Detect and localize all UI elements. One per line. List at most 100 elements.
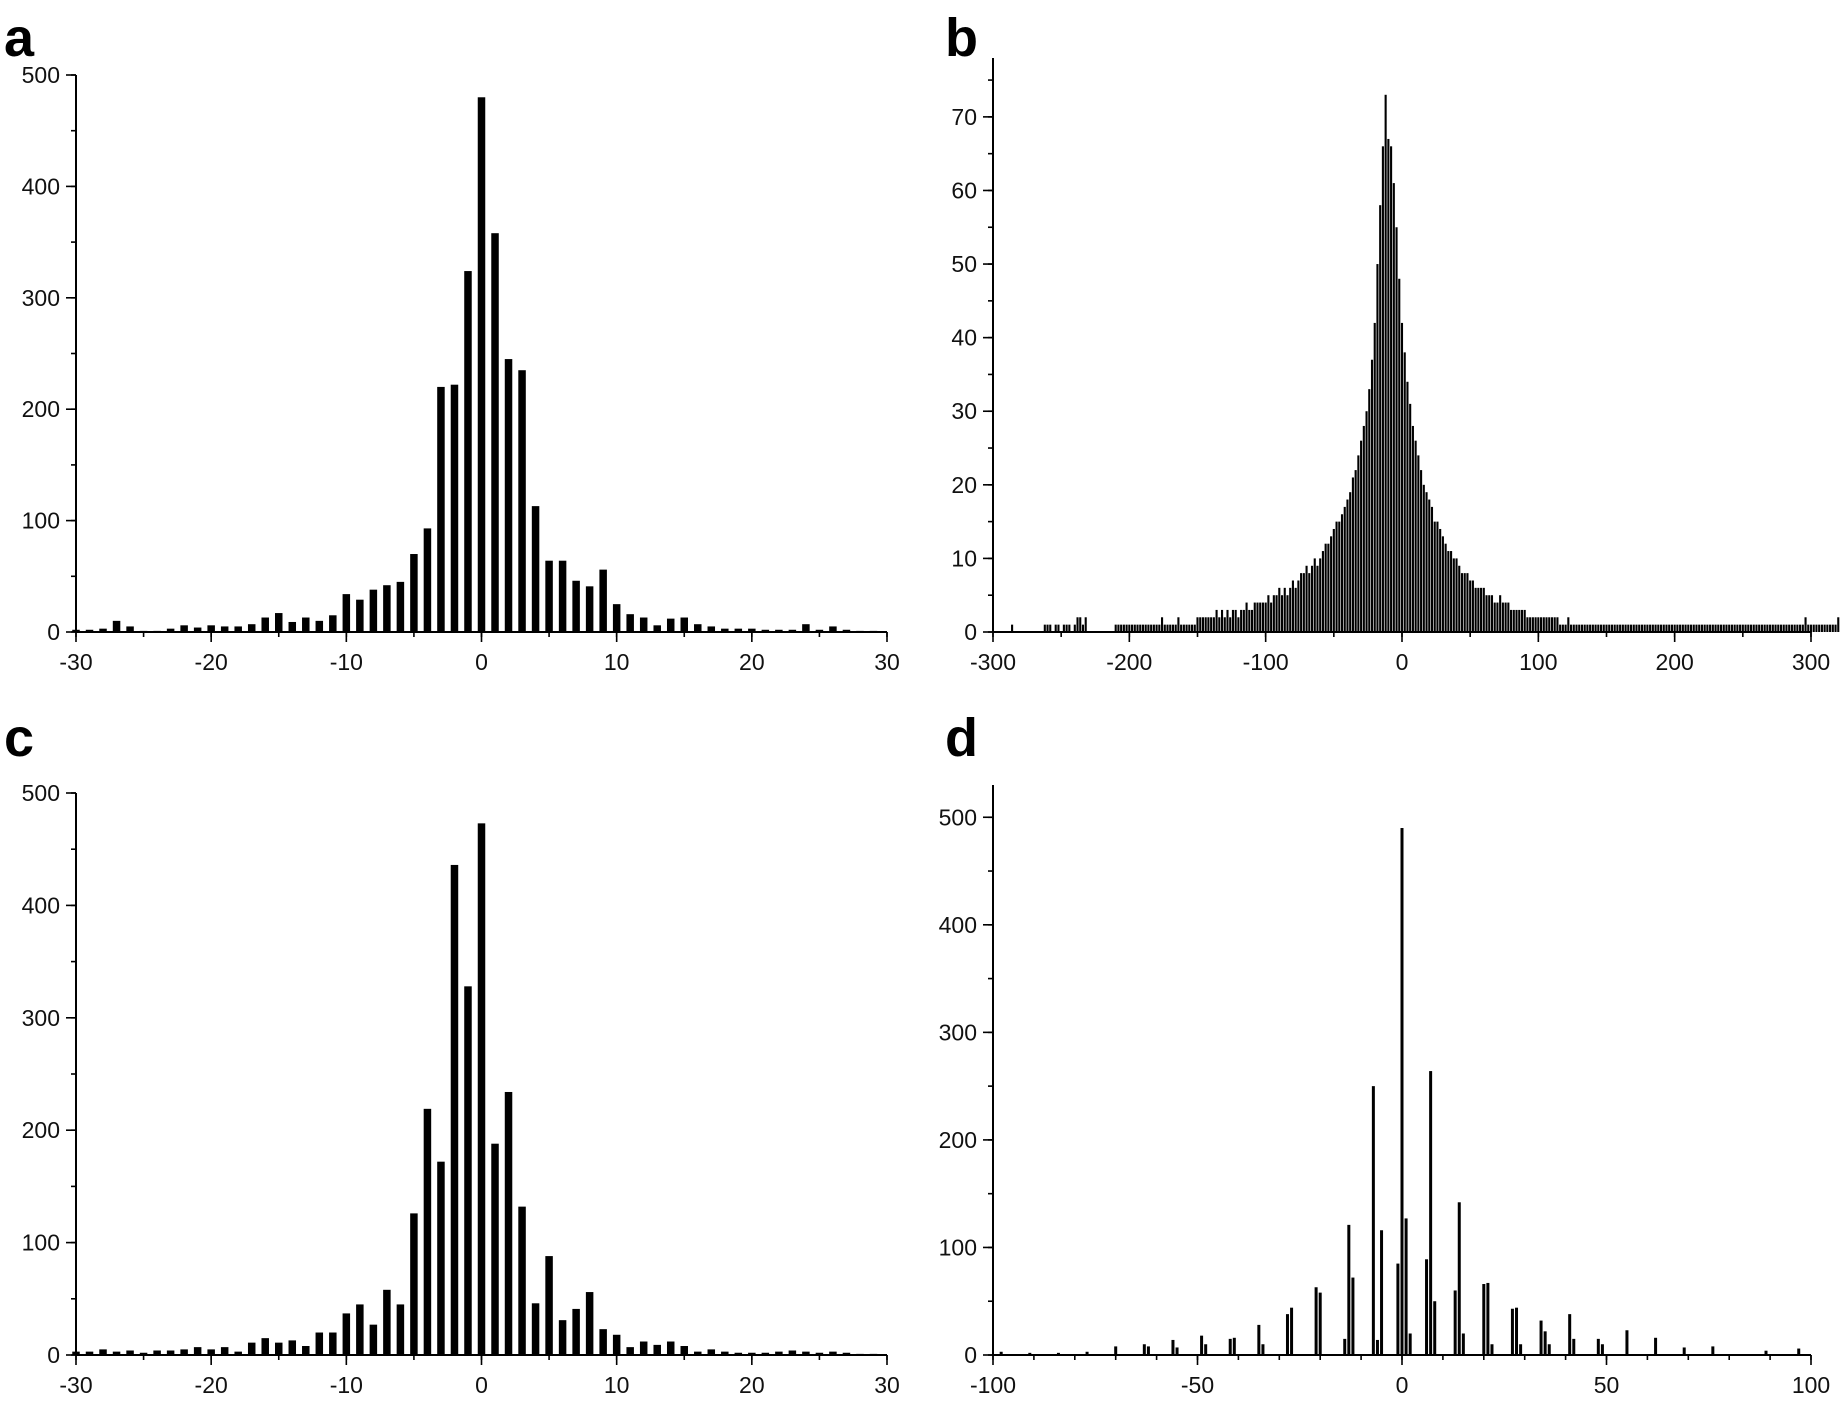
bar [1380,1230,1384,1355]
bar [1739,624,1742,632]
x-tick-label: -100 [1243,649,1289,675]
bar [1537,617,1540,632]
bar [1510,609,1513,632]
bar [1640,624,1643,632]
panel-letter: a [4,8,35,68]
bar [1564,624,1567,632]
bar [1531,617,1534,632]
bar [1411,425,1414,632]
bar [1542,617,1545,632]
bar [1147,624,1150,632]
bar [1556,617,1559,632]
bar [1248,609,1251,632]
bar [1196,617,1199,632]
bar [1548,617,1551,632]
bar [748,628,756,632]
bar [1191,624,1194,632]
bar [1450,551,1453,632]
bar [1466,573,1469,632]
bar [1766,624,1769,632]
bar [1234,609,1237,632]
bar [707,1349,716,1355]
bar [1706,624,1709,632]
bar [180,625,188,632]
bar [1627,624,1630,632]
y-tick-label: 200 [22,1117,60,1143]
y-tick-label: 0 [964,619,977,645]
bar [166,628,175,632]
bar [1698,624,1701,632]
bar [1771,624,1774,632]
x-tick-label: 200 [1655,649,1693,675]
bar [653,1344,661,1355]
bar [1308,573,1311,632]
bar [450,864,459,1355]
x-tick-label: 300 [1792,649,1830,675]
bar [666,618,675,632]
bar [1425,1259,1429,1355]
bar [491,233,499,632]
bar [1600,624,1603,632]
x-tick-label: 100 [1792,1372,1830,1398]
bar [1259,602,1262,632]
bar [1596,1338,1600,1355]
bar [1463,573,1466,632]
bar [1823,624,1826,632]
bar [1150,624,1153,632]
bar [1654,1337,1658,1355]
bar [1146,1346,1150,1355]
bar [99,628,107,632]
bar [1404,1218,1408,1355]
bar [999,1351,1003,1355]
bar [1670,624,1673,632]
y-tick-label: 30 [951,398,977,424]
bar [1318,1292,1322,1355]
panel-b: b 0 10 20 30 40 50 60 70 -300 -200 -100 0 100 200 300 [945,8,1840,675]
bar [1597,624,1600,632]
bar [437,386,445,632]
bar [356,599,364,632]
bar [1161,617,1164,632]
x-tick-label: -50 [1181,1372,1214,1398]
bar [1330,536,1333,632]
bar [315,620,324,632]
bar [1406,381,1409,632]
bar [1515,1307,1519,1355]
bar [694,624,702,632]
bar [1433,521,1436,632]
bar [1335,521,1338,632]
x-tick-label: 30 [874,1372,900,1398]
y-tick-label: 300 [939,1019,977,1045]
bar [1079,617,1082,632]
bar [1594,624,1597,632]
x-tick-label: 20 [739,649,765,675]
bar [1676,624,1679,632]
bar [1169,624,1172,632]
bar [342,1313,351,1355]
bar [1289,587,1292,632]
bar [1665,624,1668,632]
bar [1510,1308,1514,1355]
bar [1420,470,1423,632]
bar [666,1341,675,1355]
bar [1188,624,1191,632]
bar [1379,205,1382,632]
bar [1668,624,1671,632]
y-tick-label: 0 [47,619,60,645]
bar [1139,624,1142,632]
bar [1559,624,1562,632]
bar [193,1347,202,1355]
bar [1540,617,1543,632]
bar [477,823,486,1355]
panel-d: d 0 100 200 300 400 500 -100 -50 0 50 100 [939,708,1831,1398]
y-tick-label: 300 [22,285,60,311]
bar [1469,580,1472,632]
bar [1231,609,1234,632]
bar [1455,558,1458,632]
bar [1417,455,1420,632]
bar [1210,617,1213,632]
bar [1076,617,1079,632]
bar [1682,1347,1686,1355]
bar [1570,624,1573,632]
